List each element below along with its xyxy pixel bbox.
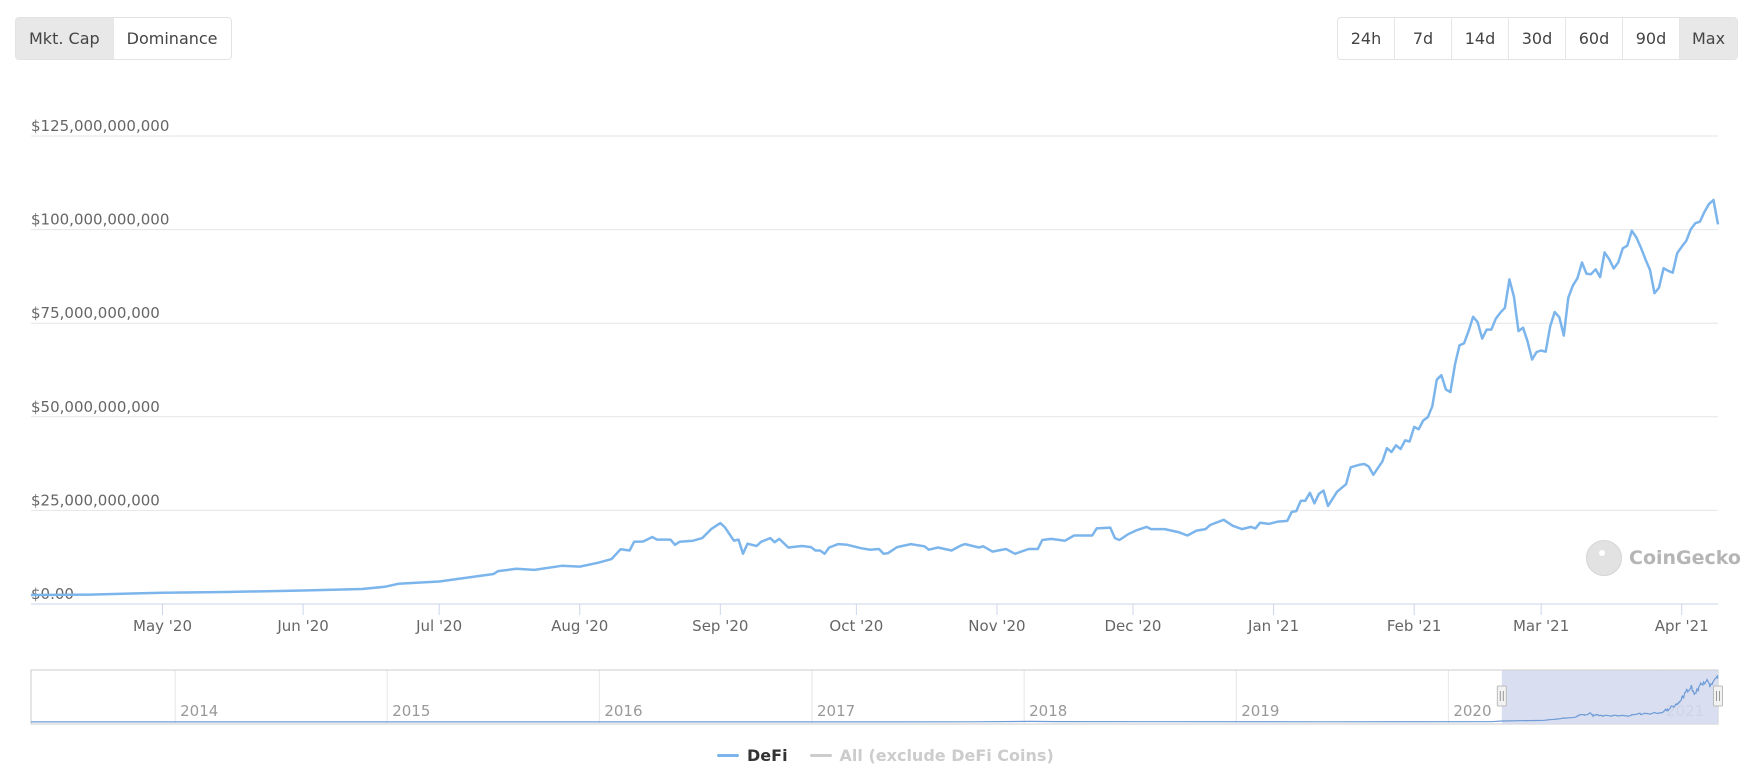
navigator-year-label: 2016 — [604, 702, 642, 720]
range-button-24h[interactable]: 24h — [1338, 18, 1395, 59]
navigator-year-label: 2017 — [817, 702, 855, 720]
navigator-year-label: 2019 — [1241, 702, 1279, 720]
x-tick-label: Nov '20 — [968, 617, 1025, 635]
x-tick-label: Sep '20 — [692, 617, 748, 635]
range-button-30d[interactable]: 30d — [1509, 18, 1566, 59]
range-button-max[interactable]: Max — [1680, 18, 1737, 59]
y-tick-label: $75,000,000,000 — [31, 304, 160, 322]
navigator-series-line — [31, 674, 1719, 723]
navigator-frame — [30, 669, 1719, 725]
x-tick-label: May '20 — [133, 617, 192, 635]
x-tick-label: Feb '21 — [1387, 617, 1442, 635]
chart-type-toggle: Mkt. Cap Dominance — [15, 17, 232, 60]
navigator-right-handle[interactable] — [1713, 685, 1723, 707]
navigator-year-label: 2014 — [180, 702, 218, 720]
legend-label: All (exclude DeFi Coins) — [839, 746, 1054, 765]
y-tick-label: $25,000,000,000 — [31, 491, 160, 509]
navigator-year-label: 2015 — [392, 702, 430, 720]
x-tick-label: Oct '20 — [829, 617, 883, 635]
type-button-mkt-cap[interactable]: Mkt. Cap — [16, 18, 114, 59]
y-tick-label: $125,000,000,000 — [31, 117, 169, 135]
time-range-selector: 24h 7d 14d 30d 60d 90d Max — [1337, 17, 1738, 60]
legend-item-all-exclude-defi[interactable]: All (exclude DeFi Coins) — [809, 746, 1054, 765]
navigator-year-label: 2018 — [1029, 702, 1067, 720]
x-tick-label: Jul '20 — [415, 617, 462, 635]
y-tick-label: $100,000,000,000 — [31, 211, 169, 229]
x-tick-label: Jun '20 — [276, 617, 328, 635]
coingecko-watermark: CoinGecko — [1586, 540, 1741, 576]
range-button-90d[interactable]: 90d — [1623, 18, 1680, 59]
navigator-year-label: 2020 — [1453, 702, 1491, 720]
watermark-text: CoinGecko — [1629, 547, 1741, 569]
legend-line-icon — [809, 754, 832, 757]
legend-item-defi[interactable]: DeFi — [717, 746, 788, 765]
x-tick-label: Dec '20 — [1104, 617, 1161, 635]
gecko-logo-icon — [1586, 540, 1622, 576]
type-button-dominance[interactable]: Dominance — [126, 29, 218, 48]
y-tick-label: $50,000,000,000 — [31, 398, 160, 416]
x-tick-label: Apr '21 — [1655, 617, 1709, 635]
x-tick-label: Aug '20 — [551, 617, 608, 635]
x-tick-label: Jan '21 — [1247, 617, 1299, 635]
legend: DeFi All (exclude DeFi Coins) — [717, 746, 1076, 765]
navigator-left-handle[interactable] — [1496, 685, 1507, 707]
legend-line-icon — [717, 754, 739, 757]
handle-grip-icon — [1713, 685, 1723, 707]
range-button-7d[interactable]: 7d — [1395, 18, 1452, 59]
legend-label: DeFi — [747, 746, 788, 765]
range-button-14d[interactable]: 14d — [1452, 18, 1509, 59]
handle-grip-icon — [1496, 685, 1507, 707]
x-tick-label: Mar '21 — [1513, 617, 1569, 635]
defi-series-line — [30, 198, 1720, 597]
range-button-60d[interactable]: 60d — [1566, 18, 1623, 59]
